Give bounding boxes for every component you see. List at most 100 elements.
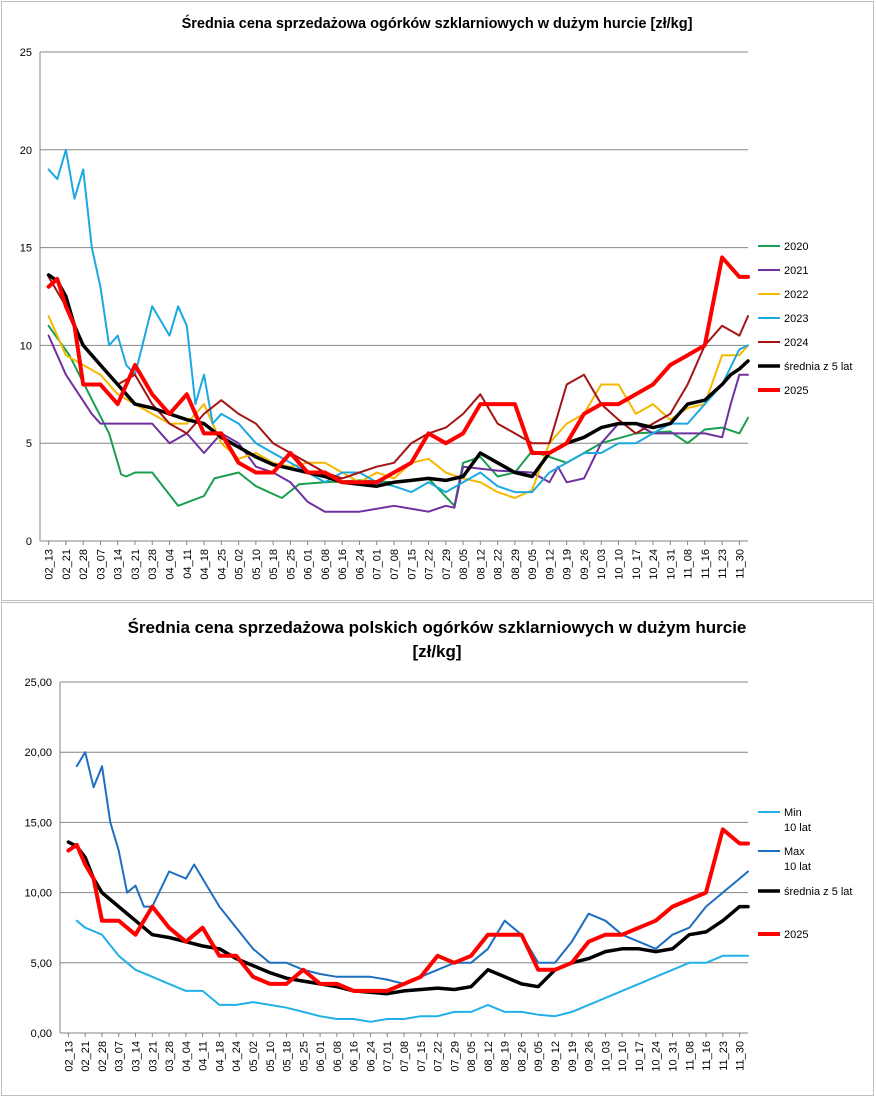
chart-1-x-tick-label: 10_17 <box>631 549 643 580</box>
chart-1-legend-label: 2021 <box>784 265 808 277</box>
chart-1-x-tick-label: 10_31 <box>665 549 677 580</box>
chart-2-x-tick-label: 04_18 <box>214 1041 226 1072</box>
chart-1-y-tick-label: 15 <box>20 243 32 255</box>
chart-2-series-line <box>75 751 749 985</box>
chart-1-x-tick-label: 02_28 <box>78 549 90 580</box>
chart-1-x-tick-label: 11_16 <box>700 549 712 579</box>
chart-2-legend-label: średnia z 5 lat <box>784 886 852 898</box>
chart-1-x-tick-label: 09_12 <box>544 549 556 580</box>
chart-1-x-tick-label: 06_08 <box>320 549 332 580</box>
chart-1-x-tick-label: 10_03 <box>596 549 608 580</box>
chart-2-x-tick-label: 04_24 <box>231 1041 243 1072</box>
chart-2-series-line <box>66 840 750 996</box>
chart-2-x-tick-label: 05_02 <box>248 1041 260 1072</box>
chart-1-series-line <box>47 324 749 507</box>
chart-2-x-tick-label: 08_12 <box>483 1041 495 1072</box>
chart-1-x-tick-label: 04_04 <box>165 549 177 580</box>
chart-2-x-tick-label: 03_07 <box>114 1041 126 1072</box>
chart-2-x-tick-label: 02_28 <box>97 1041 109 1072</box>
chart-2-y-tick-label: 0,00 <box>31 1028 52 1040</box>
chart-2-x-tick-label: 06_01 <box>315 1041 327 1072</box>
chart-1-x-tick-label: 06_16 <box>337 549 349 580</box>
chart-2-x-tick-label: 10_03 <box>600 1041 612 1072</box>
chart-1-series-line <box>47 315 749 499</box>
chart-1-x-tick-label: 06_24 <box>354 549 366 580</box>
chart-1-x-tick-label: 07_15 <box>406 549 418 580</box>
chart-2-x-tick-label: 10_10 <box>617 1041 629 1072</box>
chart-1-x-tick-label: 09_26 <box>579 549 591 580</box>
chart-1-x-tick-label: 11_30 <box>734 549 746 579</box>
chart-2-x-tick-label: 02_13 <box>63 1041 75 1072</box>
chart-2-x-tick-label: 04_04 <box>181 1041 193 1072</box>
chart-1-x-tick-label: 10_24 <box>648 549 660 580</box>
chart-2-x-tick-label: 09_26 <box>584 1041 596 1072</box>
chart-1-x-tick-label: 03_28 <box>147 549 159 580</box>
chart-1-x-tick-label: 08_29 <box>510 549 522 580</box>
chart-2-x-tick-label: 09_05 <box>533 1041 545 1072</box>
chart-1-x-tick-label: 09_05 <box>527 549 539 580</box>
chart-1-x-tick-label: 05_18 <box>268 549 280 580</box>
chart-panel-2 <box>1 602 874 1096</box>
chart-2-y-tick-label: 5,00 <box>31 958 52 970</box>
chart-2-x-tick-label: 04_11 <box>198 1041 210 1071</box>
chart-panel-1 <box>1 1 874 601</box>
chart-2-x-tick-label: 07_22 <box>433 1041 445 1072</box>
chart-2-x-tick-label: 06_24 <box>365 1041 377 1072</box>
chart-1-x-tick-label: 04_18 <box>199 549 211 580</box>
chart-1-x-tick-label: 05_10 <box>251 549 263 580</box>
chart-1-y-tick-label: 5 <box>26 438 32 450</box>
chart-2-x-tick-label: 11_08 <box>684 1041 696 1071</box>
chart-1-y-tick-label: 10 <box>20 340 32 352</box>
chart-2-x-tick-label: 06_16 <box>349 1041 361 1072</box>
chart-1-y-tick-label: 25 <box>20 47 32 59</box>
chart-2-x-tick-label: 08_19 <box>500 1041 512 1072</box>
chart-1-legend-label: 2020 <box>784 241 808 253</box>
chart-1-x-tick-label: 05_25 <box>285 549 297 580</box>
chart-1-x-tick-label: 04_25 <box>216 549 228 580</box>
chart-2-x-tick-label: 07_01 <box>382 1041 394 1072</box>
chart-1-x-tick-label: 09_19 <box>562 549 574 580</box>
chart-2-x-tick-label: 11_16 <box>701 1041 713 1071</box>
chart-2-legend-label: Max 10 lat <box>784 846 811 873</box>
chart-1-legend-label: 2025 <box>784 385 808 397</box>
chart-2-x-tick-label: 11_30 <box>735 1041 747 1071</box>
chart-1-x-tick-label: 07_22 <box>424 549 436 580</box>
chart-1-legend-label: 2024 <box>784 337 808 349</box>
chart-1-x-tick-label: 05_02 <box>234 549 246 580</box>
chart-1-x-tick-label: 11_08 <box>683 549 695 579</box>
chart-2-x-tick-label: 07_29 <box>449 1041 461 1072</box>
chart-2-y-tick-label: 10,00 <box>24 888 52 900</box>
chart-1-legend-label: 2023 <box>784 313 808 325</box>
chart-1-x-tick-label: 07_01 <box>372 549 384 580</box>
chart-1-x-tick-label: 03_14 <box>113 549 125 580</box>
chart-2-x-tick-label: 08_05 <box>466 1041 478 1072</box>
chart-1-x-tick-label: 08_22 <box>493 549 505 580</box>
chart-2-x-tick-label: 09_12 <box>550 1041 562 1072</box>
chart-2-x-tick-label: 06_08 <box>332 1041 344 1072</box>
chart-1-y-tick-label: 0 <box>26 536 32 548</box>
chart-2-y-tick-label: 25,00 <box>24 677 52 689</box>
chart-2-x-tick-label: 07_08 <box>399 1041 411 1072</box>
chart-1-x-tick-label: 02_21 <box>61 549 73 580</box>
chart-1-x-tick-label: 03_07 <box>95 549 107 580</box>
chart-1-series-line <box>46 273 750 488</box>
chart-2-x-tick-label: 02_21 <box>80 1041 92 1072</box>
chart-2-y-tick-label: 20,00 <box>24 747 52 759</box>
chart-1-x-tick-label: 04_11 <box>182 549 194 579</box>
chart-2-x-tick-label: 03_28 <box>164 1041 176 1072</box>
chart-2-legend-label: 2025 <box>784 929 808 941</box>
chart-2-x-tick-label: 03_14 <box>131 1041 143 1072</box>
chart-2-legend-label: Min 10 lat <box>784 807 811 834</box>
chart-2-title: Średnia cena sprzedażowa polskich ogórkó… <box>128 618 747 661</box>
chart-2-y-tick-label: 15,00 <box>24 817 52 829</box>
chart-1-series-line <box>47 148 749 494</box>
chart-1-x-tick-label: 07_08 <box>389 549 401 580</box>
chart-2-x-tick-label: 05_25 <box>298 1041 310 1072</box>
chart-2-x-tick-label: 10_31 <box>667 1041 679 1072</box>
chart-1-x-tick-label: 07_29 <box>441 549 453 580</box>
chart-1-series-line <box>46 255 750 485</box>
chart-2-x-tick-label: 09_19 <box>567 1041 579 1072</box>
chart-2-x-tick-label: 10_17 <box>634 1041 646 1072</box>
chart-1-title: Średnia cena sprzedażowa ogórków szklarn… <box>182 14 693 32</box>
